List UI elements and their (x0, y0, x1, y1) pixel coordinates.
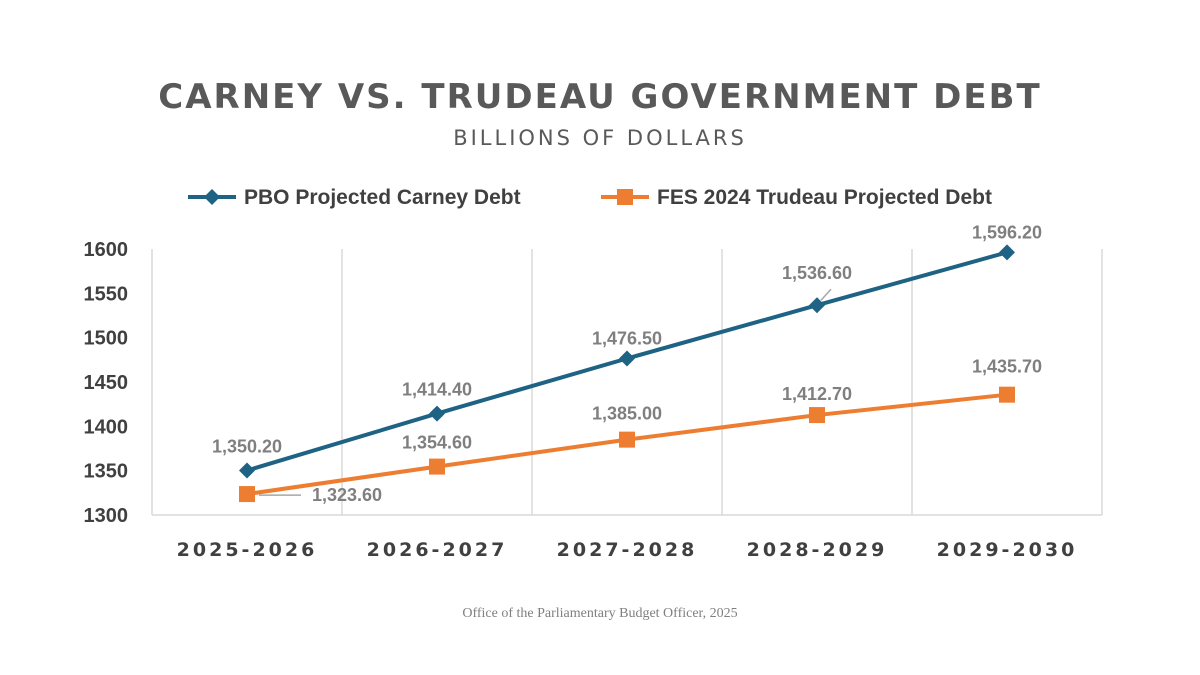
legend-label-carney: PBO Projected Carney Debt (244, 186, 521, 209)
data-point-trudeau (429, 458, 445, 475)
y-tick-label: 1500 (84, 328, 129, 350)
data-label-trudeau: 1,412.70 (782, 384, 852, 404)
axes (151, 249, 1103, 516)
data-label-carney: 1,536.60 (782, 263, 852, 283)
source-note: Office of the Parliamentary Budget Offic… (462, 606, 737, 621)
label-leader-lines (259, 288, 832, 496)
series-markers (239, 244, 1015, 503)
data-point-carney (429, 405, 445, 422)
y-tick-label: 1450 (84, 372, 129, 394)
y-tick-label: 1550 (84, 283, 129, 305)
gridlines (341, 249, 913, 515)
legend-label-trudeau: FES 2024 Trudeau Projected Debt (657, 186, 992, 209)
data-labels: 1,350.20 1,414.40 1,476.50 1,536.60 1,596.20… (212, 222, 1042, 505)
y-tick-label: 1400 (84, 416, 129, 438)
legend-item-carney: PBO Projected Carney Debt (188, 186, 521, 209)
legend-marker-carney (204, 189, 220, 205)
chart-title: CARNEY VS. TRUDEAU GOVERNMENT DEBT (158, 77, 1041, 117)
y-tick-label: 1600 (84, 239, 129, 261)
chart-subtitle: BILLIONS OF DOLLARS (453, 126, 747, 150)
data-point-carney (809, 297, 825, 314)
data-label-trudeau: 1,323.60 (312, 485, 382, 505)
data-label-trudeau: 1,385.00 (592, 404, 662, 424)
x-axis-ticks: 2025-2026 2026-2027 2027-2028 2028-2029 2029… (177, 539, 1078, 561)
data-label-carney: 1,596.20 (972, 222, 1042, 242)
y-tick-label: 1300 (84, 505, 129, 527)
legend: PBO Projected Carney Debt FES 2024 Trude… (188, 186, 992, 209)
data-label-trudeau: 1,354.60 (402, 433, 472, 453)
legend-marker-trudeau (617, 189, 633, 205)
y-tick-label: 1350 (84, 461, 129, 483)
data-label-carney: 1,476.50 (592, 329, 662, 349)
series-lines (246, 250, 1008, 497)
data-point-carney (239, 462, 255, 479)
x-tick-label: 2028-2029 (747, 539, 888, 561)
data-point-trudeau (809, 407, 825, 424)
x-tick-label: 2026-2027 (367, 539, 508, 561)
data-label-carney: 1,414.40 (402, 380, 472, 400)
y-axis-ticks: 1300 1350 1400 1450 1500 1550 1600 (84, 239, 129, 527)
data-point-carney (999, 244, 1015, 261)
data-label-carney: 1,350.20 (212, 436, 282, 456)
data-point-trudeau (999, 386, 1015, 403)
x-tick-label: 2027-2028 (557, 539, 698, 561)
data-point-carney (619, 350, 635, 367)
data-point-trudeau (619, 431, 635, 448)
x-tick-label: 2029-2030 (937, 539, 1078, 561)
data-label-trudeau: 1,435.70 (972, 357, 1042, 377)
x-tick-label: 2025-2026 (177, 539, 318, 561)
data-point-trudeau (239, 486, 255, 503)
leader-line (820, 288, 832, 301)
legend-item-trudeau: FES 2024 Trudeau Projected Debt (601, 186, 992, 209)
